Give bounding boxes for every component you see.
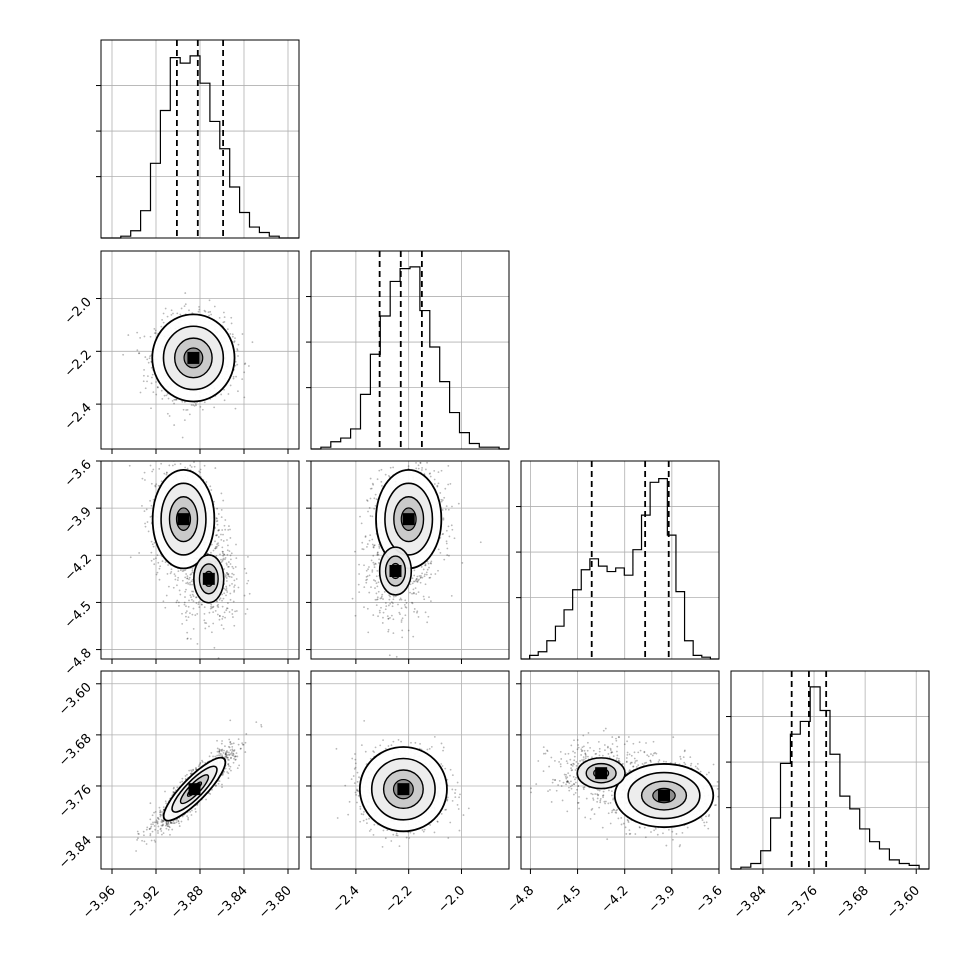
histogram-step	[101, 55, 299, 239]
density-peak	[658, 789, 670, 802]
histogram-step	[521, 478, 719, 660]
x-tick-label: −2.4	[330, 883, 363, 916]
panel-frame	[310, 670, 510, 870]
panel-background	[521, 461, 719, 659]
x-tick-label: −3.84	[212, 883, 251, 922]
x-tick-label: −3.76	[782, 883, 821, 922]
x-tick-label: −2.2	[383, 883, 416, 916]
y-tick-label: −2.2	[62, 348, 95, 381]
histogram-panel-2	[516, 460, 720, 660]
x-tick-label: −4.2	[599, 883, 632, 916]
histogram-step	[731, 686, 929, 870]
panel-frame	[310, 250, 510, 450]
panel-frame	[310, 460, 510, 660]
y-tick-label: −3.84	[56, 833, 95, 872]
density-peak	[389, 565, 402, 577]
joint-panel-0-3	[100, 670, 300, 870]
histogram-panel-0	[96, 39, 300, 239]
density-peak	[202, 572, 215, 585]
y-tick-label: −3.60	[56, 680, 95, 719]
density-peak	[187, 351, 200, 364]
panel-frame	[520, 460, 720, 660]
y-tick-label: −2.0	[62, 295, 95, 328]
joint-panel-1-2	[310, 460, 510, 660]
panel-frame	[100, 39, 300, 239]
y-tick-label: −4.5	[62, 599, 95, 632]
joint-panel-2-3	[520, 670, 720, 870]
y-tick-label: −3.9	[62, 504, 95, 537]
y-tick-label: −3.76	[56, 782, 95, 821]
panel-frame	[520, 670, 720, 870]
panel-background	[311, 251, 509, 449]
x-tick-label: −3.92	[124, 883, 163, 922]
joint-panel-0-1	[100, 250, 300, 450]
x-tick-label: −3.9	[646, 883, 679, 916]
density-peak	[188, 783, 201, 796]
density-peak	[595, 767, 608, 780]
x-tick-label: −3.88	[168, 883, 207, 922]
panel-background	[731, 671, 929, 869]
x-tick-label: −3.80	[256, 883, 295, 922]
joint-panel-0-2	[100, 460, 300, 660]
panel-frame	[730, 670, 930, 870]
joint-panel-1-3	[310, 670, 510, 870]
x-tick-label: −3.60	[884, 883, 923, 922]
x-tick-label: −3.6	[693, 883, 726, 916]
histogram-panel-3	[726, 670, 930, 870]
y-tick-label: −4.2	[62, 552, 95, 585]
x-tick-label: −3.96	[80, 883, 119, 922]
histogram-panel-1	[306, 250, 510, 450]
density-peak	[177, 513, 190, 526]
density-peak	[402, 513, 415, 526]
y-tick-label: −4.8	[62, 646, 95, 679]
y-tick-label: −3.68	[56, 731, 95, 770]
density-peak	[397, 783, 410, 796]
x-tick-label: −3.84	[731, 883, 770, 922]
x-tick-label: −4.8	[504, 883, 537, 916]
y-tick-label: −3.6	[62, 457, 95, 490]
x-tick-label: −4.5	[551, 883, 584, 916]
x-tick-label: −3.68	[833, 883, 872, 922]
y-tick-label: −2.4	[62, 400, 95, 433]
histogram-step	[311, 266, 509, 450]
x-tick-label: −2.0	[435, 883, 468, 916]
